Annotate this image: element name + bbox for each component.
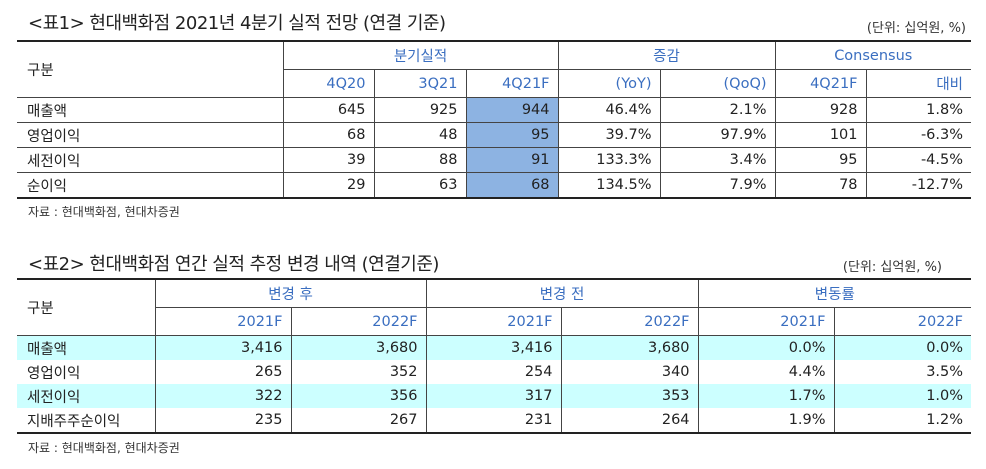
table-cell: 3,680: [290, 335, 427, 360]
table-cell: 63: [373, 172, 466, 198]
table-cell: 3.5%: [833, 360, 972, 384]
table-cell: 2.1%: [659, 97, 776, 123]
row-label: 매출액: [17, 97, 283, 123]
column-header: 대비: [865, 69, 972, 98]
table1-title: <표1> 현대백화점 2021년 4분기 실적 전망 (연결 기준): [28, 13, 446, 34]
column-header: 2022F: [560, 307, 699, 336]
table2-source: 자료 : 현대백화점, 현대차증권: [28, 441, 180, 455]
column-header: 4Q21F: [774, 69, 867, 98]
row-header: 구분: [27, 63, 54, 79]
column-header: (QoQ): [659, 69, 776, 98]
table-cell: 4.4%: [697, 360, 835, 384]
table-cell: 645: [282, 97, 374, 123]
table-cell: 352: [290, 360, 427, 384]
table-cell: 925: [373, 97, 466, 123]
table-cell: 235: [154, 408, 291, 433]
row-label: 세전이익: [17, 384, 155, 408]
table-row: 영업이익 265 352 254 340 4.4% 3.5%: [17, 360, 972, 384]
table-cell: 133.3%: [557, 147, 661, 173]
row-label: 순이익: [17, 172, 283, 198]
table1: 구분 분기실적 증감 Consensus 4Q20 3Q21 4Q21F (Yo…: [17, 40, 972, 199]
table-cell: 356: [290, 384, 427, 408]
table-cell: 48: [373, 122, 466, 148]
table-cell: 1.8%: [865, 97, 972, 123]
table1-source: 자료 : 현대백화점, 현대차증권: [28, 205, 180, 219]
table-row: 매출액 3,416 3,680 3,416 3,680 0.0% 0.0%: [17, 335, 972, 360]
table-cell: 91: [465, 147, 559, 173]
table-cell: 265: [154, 360, 291, 384]
table-cell: 39: [282, 147, 374, 173]
table-cell: 231: [425, 408, 562, 433]
group-header: 증감: [557, 41, 776, 70]
table-row: 순이익 29 63 68 134.5% 7.9% 78 -12.7%: [17, 172, 972, 198]
table-cell: 46.4%: [557, 97, 661, 123]
table-cell: 68: [282, 122, 374, 148]
table-cell: 7.9%: [659, 172, 776, 198]
column-header: (YoY): [557, 69, 661, 98]
column-header: 2022F: [290, 307, 427, 336]
table-cell: 68: [465, 172, 559, 198]
column-header: 3Q21: [373, 69, 466, 98]
table-cell: -6.3%: [865, 122, 972, 148]
column-header: 4Q21F: [465, 69, 559, 98]
table-cell: 3.4%: [659, 147, 776, 173]
table-cell: 1.9%: [697, 408, 835, 433]
row-label: 매출액: [17, 335, 155, 360]
table1-unit: (단위: 십억원, %): [866, 21, 966, 36]
row-header: 구분: [27, 301, 54, 317]
group-header: 변경 후: [154, 279, 427, 308]
table-cell: 134.5%: [557, 172, 661, 198]
table-cell: 317: [425, 384, 562, 408]
table-cell: 88: [373, 147, 466, 173]
table-cell: 1.0%: [833, 384, 972, 408]
table-cell: 3,680: [560, 335, 699, 360]
row-label: 지배주주순이익: [27, 413, 121, 430]
table-cell: 3,416: [154, 335, 291, 360]
table-cell: 944: [465, 97, 559, 123]
table-row: 매출액 645 925 944 46.4% 2.1% 928 1.8%: [17, 97, 972, 123]
table-cell: 928: [774, 97, 867, 123]
row-label: 영업이익: [27, 365, 81, 382]
table-cell: 353: [560, 384, 699, 408]
table-cell: 0.0%: [833, 335, 972, 360]
row-label: 영업이익: [17, 122, 283, 148]
table-cell: 254: [425, 360, 562, 384]
table-cell: 101: [774, 122, 867, 148]
table-cell: 267: [290, 408, 427, 433]
group-header: 변경 전: [425, 279, 699, 308]
table2-unit: (단위: 십억원, %): [842, 260, 942, 275]
table-row: 영업이익 68 48 95 39.7% 97.9% 101 -6.3%: [17, 122, 972, 148]
column-header: 2021F: [154, 307, 291, 336]
table-cell: 1.7%: [697, 384, 835, 408]
group-header: Consensus: [774, 41, 972, 70]
table-row: 세전이익 39 88 91 133.3% 3.4% 95 -4.5%: [17, 147, 972, 173]
table2: 구분 변경 후 변경 전 변동률 2021F 2022F 2021F 2022F…: [17, 278, 972, 434]
table-cell: 29: [282, 172, 374, 198]
table-row: 지배주주순이익 235 267 231 264 1.9% 1.2%: [17, 408, 972, 433]
table-cell: 322: [154, 384, 291, 408]
column-header: 4Q20: [282, 69, 374, 98]
column-header: 2022F: [833, 307, 972, 336]
table-cell: 3,416: [425, 335, 562, 360]
table-cell: 1.2%: [833, 408, 972, 433]
table-cell: -4.5%: [865, 147, 972, 173]
table-cell: 39.7%: [557, 122, 661, 148]
table-cell: 78: [774, 172, 867, 198]
table-cell: 97.9%: [659, 122, 776, 148]
table-cell: 95: [465, 122, 559, 148]
table-cell: 95: [774, 147, 867, 173]
table-row: 세전이익 322 356 317 353 1.7% 1.0%: [17, 384, 972, 408]
row-label: 세전이익: [17, 147, 283, 173]
table-cell: -12.7%: [865, 172, 972, 198]
group-header: 분기실적: [282, 41, 559, 70]
column-header: 2021F: [697, 307, 835, 336]
column-header: 2021F: [425, 307, 562, 336]
table-cell: 264: [560, 408, 699, 433]
table2-title: <표2> 현대백화점 연간 실적 추정 변경 내역 (연결기준): [28, 254, 439, 275]
group-header: 변동률: [697, 279, 972, 308]
table-cell: 0.0%: [697, 335, 835, 360]
table-cell: 340: [560, 360, 699, 384]
